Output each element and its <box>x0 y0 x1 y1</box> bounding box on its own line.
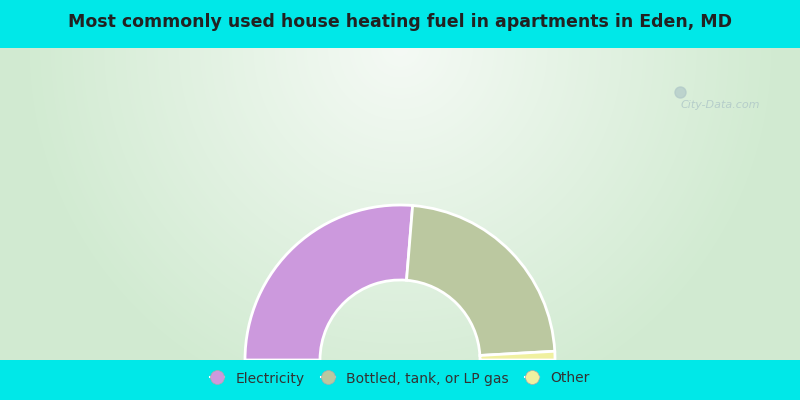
Wedge shape <box>480 351 555 360</box>
Wedge shape <box>406 206 554 356</box>
Text: Most commonly used house heating fuel in apartments in Eden, MD: Most commonly used house heating fuel in… <box>68 13 732 31</box>
Text: City-Data.com: City-Data.com <box>681 100 760 110</box>
Wedge shape <box>245 205 413 360</box>
Legend: Electricity, Bottled, tank, or LP gas, Other: Electricity, Bottled, tank, or LP gas, O… <box>205 366 595 391</box>
